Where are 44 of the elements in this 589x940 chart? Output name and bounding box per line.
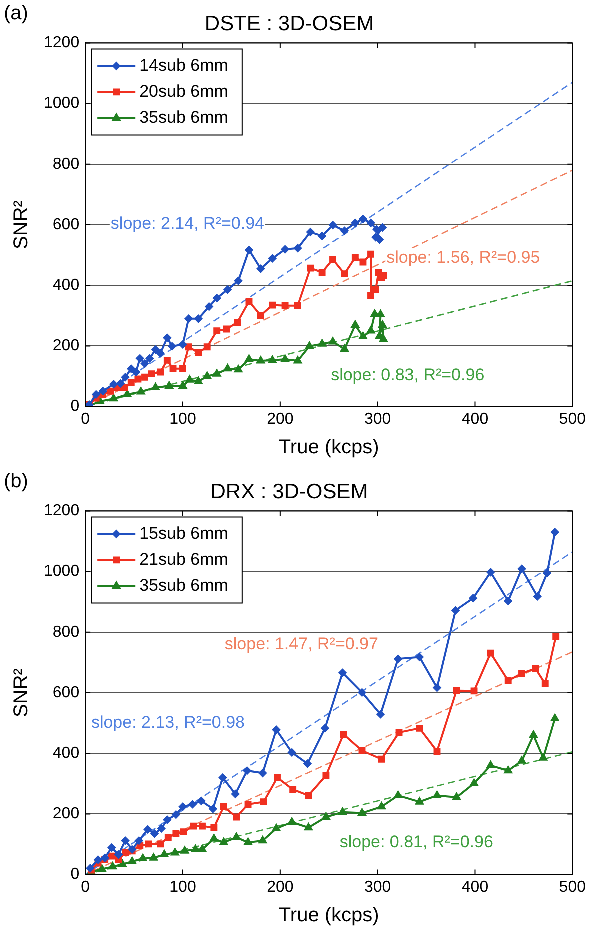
x-axis-title: True (kcps)	[278, 904, 380, 927]
y-tick-label: 1000	[44, 95, 80, 112]
x-tick-label: 300	[364, 410, 392, 428]
x-tick-label: 500	[559, 410, 586, 428]
chart-title: DRX : 3D-OSEM	[210, 480, 368, 504]
y-tick-label: 1200	[44, 34, 80, 52]
y-tick-label: 800	[52, 624, 80, 641]
x-tick-label: 200	[267, 410, 294, 428]
x-tick-label: 500	[559, 878, 586, 896]
y-tick-label: 600	[52, 684, 80, 702]
y-tick-label: 1200	[44, 502, 80, 520]
annotation: slope: 2.14, R²=0.94	[110, 214, 264, 233]
legend-label: 21sub 6mm	[140, 550, 228, 569]
annotation: slope: 1.56, R²=0.95	[386, 248, 540, 268]
annotation: slope: 0.81, R²=0.96	[340, 832, 494, 852]
annotation: slope: 1.47, R²=0.97	[224, 634, 378, 654]
x-tick-label: 100	[170, 410, 196, 428]
legend-label: 15sub 6mm	[140, 524, 228, 543]
y-tick-label: 0	[70, 866, 80, 884]
legend-label: 20sub 6mm	[140, 82, 228, 101]
y-tick-label: 0	[70, 398, 80, 416]
legend-label: 35sub 6mm	[140, 576, 228, 595]
x-axis-title: True (kcps)	[278, 436, 380, 459]
text: (b)	[4, 470, 28, 493]
x-tick-label: 400	[462, 878, 489, 896]
legend-label: 35sub 6mm	[140, 108, 228, 127]
x-tick-label: 200	[267, 878, 294, 896]
y-tick-label: 200	[52, 806, 80, 823]
x-tick-label: 300	[364, 878, 392, 896]
y-tick-label: 1000	[44, 563, 80, 580]
x-tick-label: 100	[170, 878, 196, 896]
y-axis-title: SNR²	[10, 200, 33, 250]
y-tick-label: 800	[52, 156, 80, 173]
y-tick-label: 600	[52, 216, 80, 234]
chart-title: DSTE : 3D-OSEM	[204, 12, 374, 36]
annotation: slope: 0.83, R²=0.96	[331, 366, 485, 385]
y-tick-label: 400	[52, 745, 80, 762]
legend-label: 14sub 6mm	[140, 56, 228, 75]
y-axis-title: SNR²	[10, 668, 33, 718]
y-tick-label: 200	[52, 338, 80, 355]
annotation: slope: 2.13, R²=0.98	[91, 712, 246, 732]
text: (a)	[4, 2, 28, 25]
x-tick-label: 400	[462, 410, 489, 428]
y-tick-label: 400	[52, 277, 80, 294]
